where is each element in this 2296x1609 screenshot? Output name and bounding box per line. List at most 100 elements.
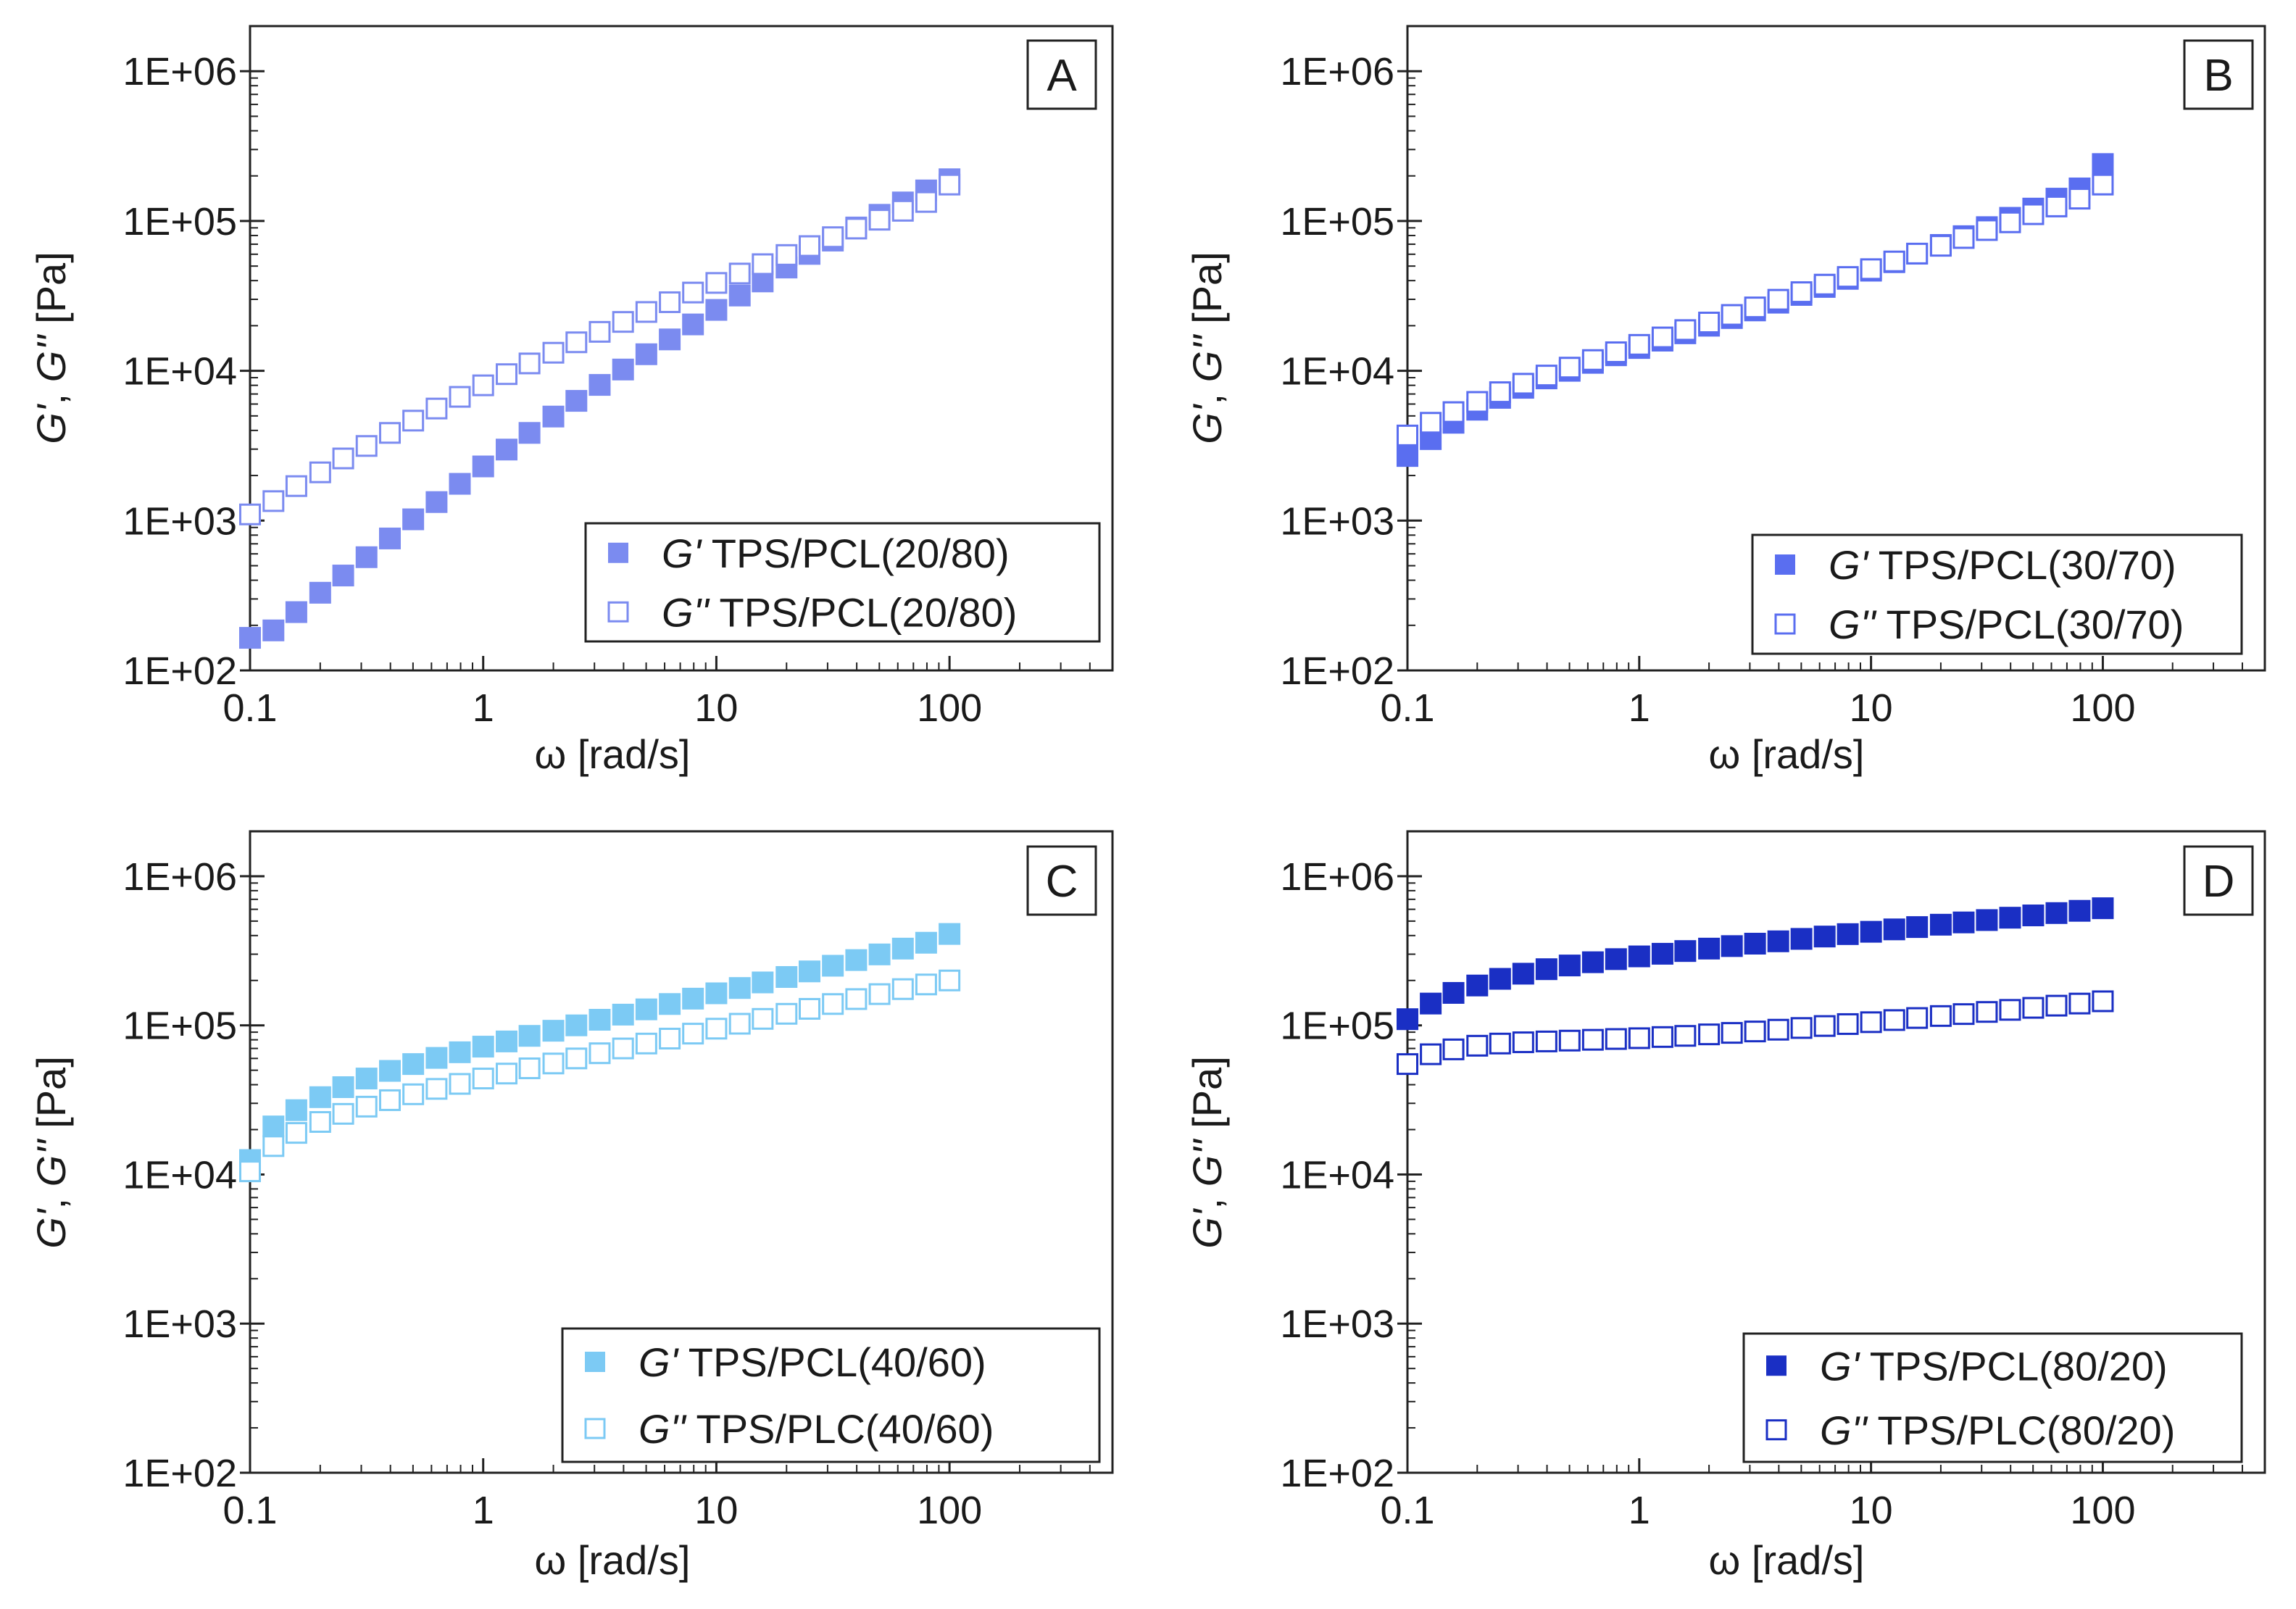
data-point-open-square bbox=[1628, 333, 1650, 356]
data-point-open-square bbox=[542, 341, 565, 364]
y-tick-label: 1E+04 bbox=[1280, 1153, 1394, 1197]
series-loss-modulus bbox=[1397, 173, 2114, 446]
data-point-filled-square bbox=[635, 998, 657, 1020]
data-point-open-square bbox=[915, 973, 937, 996]
data-point-open-square bbox=[705, 1018, 728, 1040]
data-point-open-square bbox=[1721, 304, 1743, 326]
data-point-open-square bbox=[705, 272, 728, 294]
data-point-open-square bbox=[1489, 381, 1511, 404]
data-point-filled-square bbox=[1952, 911, 1975, 934]
data-point-filled-square bbox=[285, 1099, 307, 1121]
data-point-filled-square bbox=[891, 937, 914, 960]
data-point-open-square bbox=[1489, 1032, 1511, 1055]
data-point-open-square bbox=[891, 978, 914, 1000]
data-point-filled-square bbox=[1581, 951, 1604, 973]
data-point-open-square bbox=[1837, 266, 1859, 288]
data-point-open-square bbox=[355, 435, 378, 457]
data-point-open-square bbox=[1883, 1009, 1905, 1031]
data-point-open-square bbox=[1721, 1022, 1743, 1044]
y-axis-title: G', G'' [Pa] bbox=[28, 1056, 74, 1249]
data-point-filled-square bbox=[1535, 958, 1557, 981]
y-tick-label: 1E+03 bbox=[122, 1302, 237, 1346]
data-point-filled-square bbox=[845, 949, 868, 971]
data-point-open-square bbox=[309, 1111, 331, 1134]
data-point-filled-square bbox=[612, 358, 634, 381]
data-point-filled-square bbox=[1558, 955, 1581, 977]
data-point-filled-square bbox=[496, 1030, 518, 1052]
data-point-filled-square bbox=[1929, 913, 1952, 936]
data-point-open-square bbox=[1860, 258, 1882, 280]
legend-marker-open bbox=[1774, 613, 1796, 635]
y-tick-label: 1E+04 bbox=[1280, 350, 1394, 394]
data-point-filled-square bbox=[588, 1009, 611, 1031]
data-point-open-square bbox=[1906, 1007, 1929, 1029]
data-point-open-square bbox=[612, 1037, 634, 1060]
y-tick-label: 1E+06 bbox=[1280, 50, 1394, 93]
data-point-open-square bbox=[1744, 296, 1766, 319]
data-point-filled-square bbox=[1721, 935, 1743, 957]
data-point-open-square bbox=[775, 1002, 798, 1025]
data-point-filled-square bbox=[285, 601, 307, 623]
data-point-open-square bbox=[915, 191, 937, 213]
x-tick-label: 100 bbox=[2070, 686, 2135, 730]
data-point-filled-square bbox=[659, 328, 681, 351]
data-point-filled-square bbox=[728, 977, 751, 999]
x-axis-title: ω [rad/s] bbox=[535, 731, 691, 777]
data-point-filled-square bbox=[1767, 930, 1789, 952]
series-loss-modulus bbox=[1397, 990, 2114, 1076]
legend: G' TPS/PCL(30/70) G'' TPS/PCL(30/70) bbox=[1751, 533, 2243, 655]
panel-letter-box bbox=[2183, 845, 2254, 916]
x-tick-label: 0.1 bbox=[1380, 1489, 1434, 1532]
data-point-open-square bbox=[1651, 1026, 1673, 1048]
data-point-filled-square bbox=[822, 955, 844, 977]
data-point-filled-square bbox=[262, 1115, 285, 1138]
data-point-open-square bbox=[1581, 1028, 1604, 1051]
data-point-open-square bbox=[449, 1073, 471, 1095]
data-point-filled-square bbox=[588, 374, 611, 396]
data-point-filled-square bbox=[2068, 899, 2091, 922]
data-point-open-square bbox=[1628, 1027, 1650, 1049]
data-point-open-square bbox=[542, 1052, 565, 1075]
data-point-open-square bbox=[1906, 242, 1929, 265]
data-point-filled-square bbox=[1651, 942, 1673, 965]
data-point-filled-square bbox=[1906, 916, 1929, 939]
plot-frame bbox=[1406, 830, 2266, 1474]
data-point-open-square bbox=[2068, 188, 2091, 210]
data-point-filled-square bbox=[705, 982, 728, 1005]
data-point-open-square bbox=[728, 262, 751, 285]
data-point-open-square bbox=[2092, 990, 2114, 1013]
data-point-filled-square bbox=[565, 1014, 588, 1036]
y-tick-label: 1E+03 bbox=[1280, 1302, 1394, 1346]
data-point-open-square bbox=[1420, 412, 1442, 434]
data-point-filled-square bbox=[752, 971, 774, 994]
legend-entry: G'' TPS/PCL(20/80) bbox=[662, 589, 1017, 635]
y-tick-label: 1E+02 bbox=[122, 1452, 237, 1495]
data-point-filled-square bbox=[728, 284, 751, 307]
legend: G' TPS/PCL(80/20) G'' TPS/PLC(80/20) bbox=[1742, 1332, 2243, 1463]
data-point-open-square bbox=[262, 490, 285, 512]
panel-letter-box bbox=[1026, 845, 1097, 916]
data-point-open-square bbox=[2022, 997, 2045, 1019]
data-point-filled-square bbox=[705, 299, 728, 321]
data-point-open-square bbox=[635, 1032, 657, 1055]
data-point-filled-square bbox=[402, 1053, 425, 1076]
data-point-open-square bbox=[1813, 1015, 1836, 1037]
data-point-open-square bbox=[845, 217, 868, 240]
legend: G' TPS/PCL(40/60) G'' TPS/PLC(40/60) bbox=[561, 1327, 1101, 1463]
data-point-open-square bbox=[728, 1013, 751, 1035]
data-point-open-square bbox=[518, 352, 541, 375]
legend-box bbox=[1742, 1332, 2243, 1463]
data-point-open-square bbox=[565, 331, 588, 354]
y-tick-label: 1E+06 bbox=[122, 50, 237, 93]
legend-entry: G' TPS/PCL(20/80) bbox=[662, 531, 1010, 576]
x-tick-label: 10 bbox=[1850, 686, 1893, 730]
x-axis-title: ω [rad/s] bbox=[535, 1537, 691, 1583]
data-point-filled-square bbox=[449, 1041, 471, 1063]
data-point-filled-square bbox=[309, 581, 331, 604]
legend-box bbox=[561, 1327, 1101, 1463]
data-point-filled-square bbox=[682, 987, 704, 1010]
data-point-open-square bbox=[612, 311, 634, 333]
data-point-filled-square bbox=[355, 1068, 378, 1090]
data-point-filled-square bbox=[1605, 948, 1627, 970]
data-point-open-square bbox=[1605, 1028, 1627, 1050]
